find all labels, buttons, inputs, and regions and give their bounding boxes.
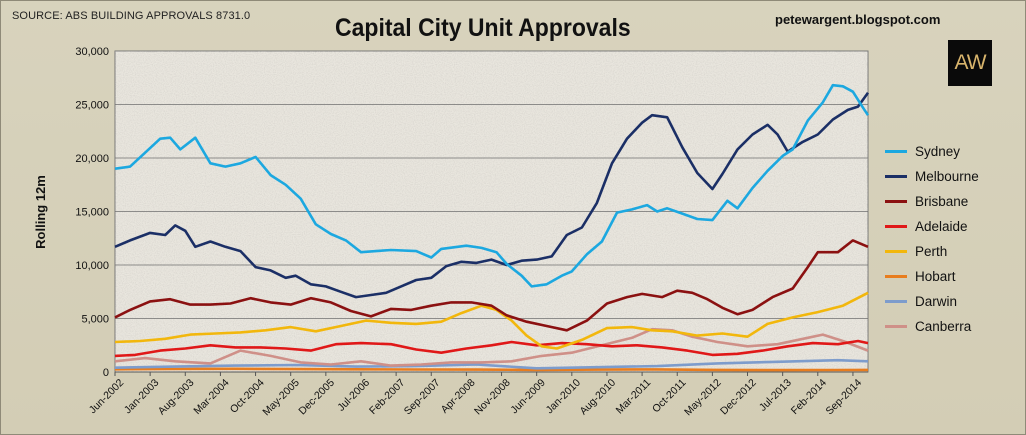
- legend-swatch: [885, 249, 907, 253]
- legend-item-adelaide: Adelaide: [885, 217, 968, 235]
- x-tick-label: Feb-2007: [367, 377, 407, 417]
- x-tick-label: Dec-2012: [718, 377, 759, 418]
- legend-swatch: [885, 199, 907, 203]
- legend-label: Sydney: [915, 143, 961, 159]
- legend-swatch: [885, 224, 907, 228]
- legend-swatch: [885, 299, 907, 303]
- legend-label: Melbourne: [915, 168, 979, 184]
- legend-swatch: [885, 274, 907, 278]
- legend-item-canberra: Canberra: [885, 317, 971, 335]
- legend-label: Brisbane: [915, 193, 969, 209]
- x-tick-label: Jan-2003: [122, 377, 162, 417]
- y-tick-label: 5,000: [81, 314, 109, 326]
- legend-label: Perth: [915, 243, 948, 259]
- y-axis-label: Rolling 12m: [33, 175, 48, 249]
- y-tick-label: 25,000: [75, 100, 109, 112]
- legend-label: Darwin: [915, 293, 958, 309]
- series-line-perth: [114, 291, 869, 350]
- legend-label: Canberra: [915, 318, 972, 334]
- x-tick-label: Aug-2003: [156, 377, 197, 418]
- y-tick-label: 30,000: [75, 46, 109, 58]
- x-tick-label: Jun-2002: [87, 377, 127, 417]
- legend: Sydney Melbourne Brisbane Adelaide Perth Hoba…: [885, 142, 1000, 347]
- series-line-hobart: [114, 367, 869, 372]
- x-tick-label: May-2005: [260, 377, 302, 419]
- y-tick-label: 20,000: [75, 153, 109, 165]
- gridlines: [115, 104, 868, 319]
- x-tick-label: Sep-2007: [402, 377, 443, 418]
- series-line-canberra: [114, 327, 869, 367]
- legend-label: Hobart: [915, 268, 956, 284]
- series-line-melbourne: [114, 91, 870, 299]
- x-tick-label: Mar-2011: [614, 377, 654, 417]
- series-line-darwin: [114, 358, 869, 370]
- legend-item-melbourne: Melbourne: [885, 167, 979, 185]
- x-tick-label: Sep-2014: [823, 377, 864, 418]
- legend-swatch: [885, 324, 907, 328]
- legend-item-hobart: Hobart: [885, 267, 956, 285]
- x-tick-label: Dec-2005: [296, 377, 337, 418]
- x-tick-label: Mar-2004: [191, 377, 231, 417]
- aw-logo: AW: [948, 40, 992, 86]
- legend-swatch: [885, 174, 907, 178]
- x-tick-label: Aug-2010: [577, 377, 618, 418]
- x-tick-label: Nov-2008: [472, 377, 513, 418]
- y-tick-label: 15,000: [75, 207, 109, 219]
- x-tick-label: Jun-2009: [508, 377, 548, 417]
- x-tick-label: Feb-2014: [789, 377, 829, 417]
- legend-item-brisbane: Brisbane: [885, 192, 968, 210]
- legend-label: Adelaide: [915, 218, 968, 234]
- source-note: SOURCE: ABS BUILDING APPROVALS 8731.0: [12, 10, 251, 22]
- x-tick-label: May-2012: [682, 377, 724, 419]
- y-tick-label: 10,000: [75, 260, 109, 272]
- legend-item-darwin: Darwin: [885, 292, 957, 310]
- series-line-brisbane: [114, 239, 869, 332]
- blog-url: petewargent.blogspot.com: [775, 12, 941, 27]
- y-tick-label: 0: [103, 367, 109, 379]
- series-line-adelaide: [114, 339, 869, 358]
- x-tick-label: Jan-2010: [544, 377, 584, 417]
- legend-item-sydney: Sydney: [885, 142, 960, 160]
- x-axis: Jun-2002Jan-2003Aug-2003Mar-2004Oct-2004…: [87, 371, 868, 419]
- legend-swatch: [885, 149, 907, 153]
- chart-title: Capital City Unit Approvals: [335, 14, 631, 42]
- y-axis: 0 5,000 10,000 15,000 20,000 25,000 30,000: [75, 46, 109, 379]
- series-line-sydney: [114, 83, 870, 288]
- series-lines: [114, 83, 870, 372]
- legend-item-perth: Perth: [885, 242, 947, 260]
